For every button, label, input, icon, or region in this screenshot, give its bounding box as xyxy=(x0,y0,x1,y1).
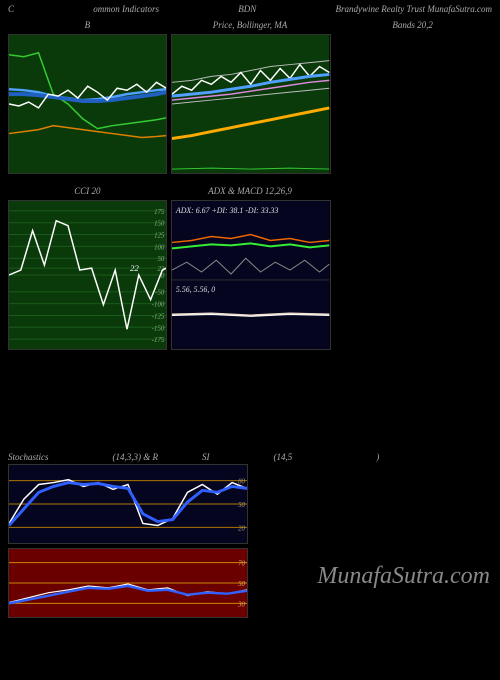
svg-text:20: 20 xyxy=(238,525,246,532)
stoch-title-row: Stochastics (14,3,3) & R SI (14,5 ) xyxy=(0,452,500,462)
svg-text:150: 150 xyxy=(154,221,165,228)
title-cci: CCI 20 xyxy=(8,184,167,198)
title-stoch: Stochastics xyxy=(8,452,49,462)
header-right: Brandywine Realty Trust MunafaSutra.com xyxy=(335,4,492,14)
spacer xyxy=(0,352,500,452)
svg-text:-175: -175 xyxy=(152,337,165,344)
header-midleft: ommon Indicators xyxy=(93,4,159,14)
title-rsi-params: (14,5 xyxy=(274,452,293,462)
page-header: C ommon Indicators BDN Brandywine Realty… xyxy=(0,0,500,18)
title-b: B xyxy=(8,18,167,32)
svg-text:80: 80 xyxy=(238,479,246,486)
empty-title xyxy=(333,184,492,198)
header-mid: BDN xyxy=(238,4,256,14)
svg-text:175: 175 xyxy=(154,209,165,216)
title-si: SI xyxy=(202,452,210,462)
svg-text:30: 30 xyxy=(237,601,246,608)
svg-text:70: 70 xyxy=(238,561,246,568)
svg-text:50: 50 xyxy=(238,502,246,509)
svg-text:-100: -100 xyxy=(152,302,165,309)
row1-titles: B Price, Bollinger, MA Bands 20,2 xyxy=(0,18,500,32)
chart-row-2: 17515012510050220-50-100-125-150-17522 A… xyxy=(0,198,500,352)
adx-macd-chart: ADX: 6.67 +DI: 38.1 -DI: 33.33 5.56, 5.56… xyxy=(171,200,330,350)
header-left: C xyxy=(8,4,14,14)
svg-text:-50: -50 xyxy=(155,290,165,297)
title-bands: Bands 20,2 xyxy=(333,18,492,32)
svg-text:50: 50 xyxy=(157,256,164,263)
empty-panel xyxy=(335,34,492,174)
svg-text:100: 100 xyxy=(154,244,165,251)
chart-row-rsi: 70 50 30 xyxy=(0,546,500,620)
cci-chart: 17515012510050220-50-100-125-150-17522 xyxy=(8,200,167,350)
stochastics-chart: 80 50 20 xyxy=(8,464,248,544)
svg-text:125: 125 xyxy=(154,232,165,239)
svg-text:50: 50 xyxy=(238,581,246,588)
svg-text:22: 22 xyxy=(130,263,139,273)
title-stoch-params: (14,3,3) & R xyxy=(113,452,159,462)
title-price: Price, Bollinger, MA xyxy=(171,18,330,32)
svg-text:-150: -150 xyxy=(152,325,165,332)
row2-titles: CCI 20 ADX & MACD 12,26,9 xyxy=(0,176,500,198)
svg-text:5.56, 5.56, 0: 5.56, 5.56, 0 xyxy=(176,285,215,294)
svg-text:ADX: 6.67 +DI: 38.1 -DI: 33.33: ADX: 6.67 +DI: 38.1 -DI: 33.33 xyxy=(175,206,279,215)
title-rsi-close: ) xyxy=(376,452,379,462)
rsi-chart: 70 50 30 xyxy=(8,548,248,618)
bollinger-chart-2 xyxy=(171,34,330,174)
empty-panel-2 xyxy=(335,200,492,350)
bollinger-chart-1 xyxy=(8,34,167,174)
chart-row-stoch: 80 50 20 xyxy=(0,462,500,546)
chart-row-1 xyxy=(0,32,500,176)
svg-text:-125: -125 xyxy=(152,313,165,320)
title-adx: ADX & MACD 12,26,9 xyxy=(171,184,330,198)
